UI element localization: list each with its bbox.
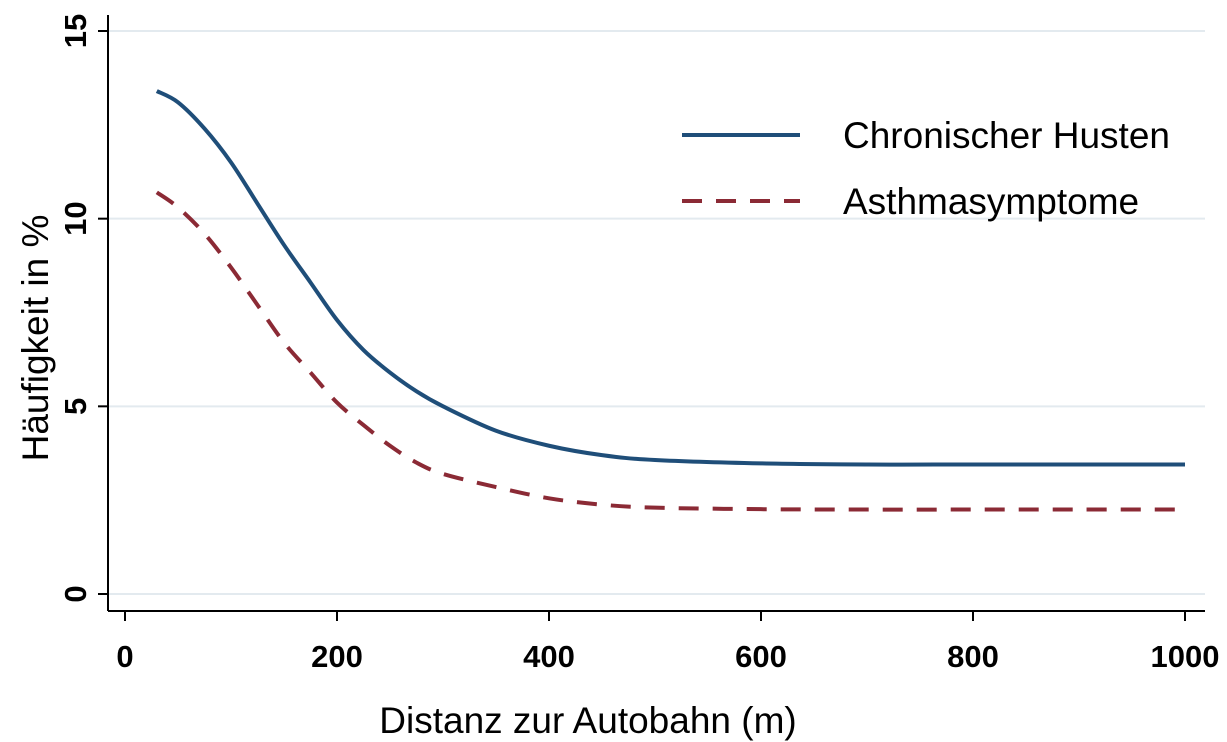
x-ticks: 0 200 400 600 800 1000 (116, 611, 1219, 674)
x-tick-label: 600 (735, 639, 787, 674)
y-axis-title: Häufigkeit in % (15, 215, 56, 462)
series-lines (155, 89, 1185, 512)
series-line-asthmasymptome (155, 190, 1185, 512)
gridlines (108, 30, 1205, 595)
x-tick-label: 200 (311, 639, 363, 674)
y-tick-label: 15 (58, 14, 93, 48)
x-tick-label: 1000 (1151, 639, 1220, 674)
x-axis-title: Distanz zur Autobahn (m) (379, 700, 796, 741)
legend-label: Chronischer Husten (843, 115, 1170, 156)
series-line-chronischer-husten (155, 89, 1185, 467)
y-tick-label: 10 (58, 201, 93, 235)
x-tick-label: 400 (523, 639, 575, 674)
y-tick-label: 5 (58, 398, 93, 415)
y-ticks: 0 5 10 15 (58, 14, 108, 603)
x-tick-label: 0 (116, 639, 133, 674)
y-tick-label: 0 (58, 585, 93, 602)
legend: Chronischer Husten Asthmasymptome (682, 115, 1170, 222)
axes (107, 15, 1205, 612)
x-tick-label: 800 (947, 639, 999, 674)
legend-label: Asthmasymptome (843, 181, 1139, 222)
